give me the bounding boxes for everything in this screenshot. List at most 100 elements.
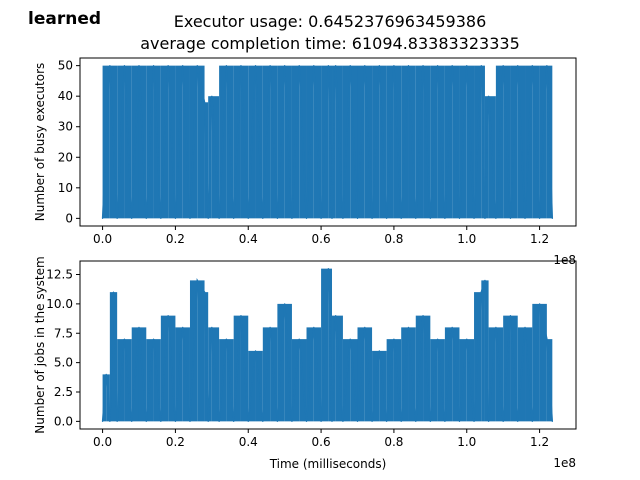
data-point — [331, 217, 333, 219]
y-axis-label: Number of busy executors — [33, 63, 47, 222]
data-point — [487, 420, 490, 422]
data-point — [305, 420, 308, 422]
data-point — [437, 65, 439, 67]
chart-title-line-1: Executor usage: 0.6452376963459386 — [173, 12, 487, 31]
data-point — [131, 420, 133, 422]
data-point — [123, 338, 126, 340]
x-tick-label: 1.0 — [457, 232, 476, 246]
x-tick-label: 0.2 — [166, 232, 185, 246]
series-band — [197, 65, 205, 219]
data-point — [109, 65, 111, 67]
data-point — [451, 326, 453, 328]
data-point — [298, 65, 300, 67]
data-point — [531, 65, 533, 67]
data-point — [211, 95, 213, 97]
data-point — [327, 65, 329, 67]
axes-frame — [79, 260, 577, 430]
data-point — [509, 217, 512, 219]
x-offset-label: 1e8 — [553, 456, 576, 470]
data-point — [509, 315, 512, 317]
data-point — [207, 217, 209, 219]
data-point — [487, 95, 490, 97]
data-point — [138, 326, 140, 328]
data-point — [291, 217, 293, 219]
data-point — [371, 420, 373, 422]
data-point — [349, 338, 351, 340]
data-point — [356, 217, 359, 219]
x-tick-label: 0.0 — [93, 435, 112, 449]
x-tick-label: 0.4 — [239, 435, 258, 449]
chart-title-line-2: average completion time: 61094.833833233… — [140, 34, 520, 53]
data-point — [109, 420, 111, 422]
data-point — [167, 65, 169, 67]
data-point — [342, 420, 344, 422]
data-point — [444, 217, 446, 219]
data-point — [546, 338, 548, 340]
y-tick-label: 7.5 — [54, 326, 73, 340]
data-point — [160, 420, 162, 422]
x-tick-label: 0.0 — [93, 232, 112, 246]
data-point — [112, 291, 115, 293]
data-point — [335, 315, 337, 317]
data-point — [247, 217, 249, 219]
x-tick-label: 0.2 — [166, 435, 185, 449]
data-point — [364, 65, 366, 67]
data-point — [484, 217, 486, 219]
data-point — [167, 315, 169, 317]
data-point — [378, 65, 380, 67]
series-group — [101, 268, 554, 422]
y-tick-label: 20 — [58, 150, 73, 164]
data-point — [174, 217, 177, 219]
data-point — [138, 65, 140, 67]
series-line — [101, 65, 554, 219]
data-point — [203, 291, 206, 293]
data-point — [116, 217, 118, 219]
y-axis-label: Number of jobs in the system — [33, 256, 47, 433]
data-point — [551, 420, 553, 422]
data-point — [145, 420, 147, 422]
series-line — [101, 268, 554, 422]
data-point — [233, 420, 235, 422]
data-point — [233, 217, 235, 219]
data-point — [254, 65, 257, 67]
data-point — [240, 65, 242, 67]
series-band — [481, 280, 485, 422]
data-point — [152, 65, 155, 67]
data-point — [240, 315, 242, 317]
data-point — [284, 65, 286, 67]
data-point — [407, 326, 410, 328]
data-point — [371, 217, 373, 219]
data-point — [342, 217, 344, 219]
data-point — [415, 420, 417, 422]
y-tick-label: 30 — [58, 120, 73, 134]
data-point — [269, 326, 271, 328]
y-tick-label: 0.0 — [54, 414, 73, 428]
data-point — [538, 303, 541, 305]
data-point — [254, 350, 257, 352]
data-point — [123, 65, 126, 67]
data-point — [444, 420, 446, 422]
data-point — [429, 420, 431, 422]
data-point — [196, 279, 198, 281]
data-point — [189, 420, 191, 422]
series-band — [539, 303, 547, 422]
series-group — [101, 65, 554, 219]
data-point — [451, 65, 453, 67]
data-point — [473, 217, 475, 219]
y-tick-label: 10.0 — [46, 297, 73, 311]
x-offset-label: 1e8 — [553, 253, 576, 267]
data-point — [218, 217, 220, 219]
x-tick-label: 0.4 — [239, 232, 258, 246]
data-point — [331, 420, 333, 422]
data-point — [415, 217, 417, 219]
data-point — [517, 65, 519, 67]
data-point — [422, 65, 424, 67]
data-point — [386, 217, 388, 219]
data-point — [305, 217, 308, 219]
data-point — [393, 338, 395, 340]
data-point — [524, 217, 526, 219]
x-tick-label: 0.8 — [384, 435, 403, 449]
data-point — [531, 420, 533, 422]
data-point — [437, 338, 439, 340]
